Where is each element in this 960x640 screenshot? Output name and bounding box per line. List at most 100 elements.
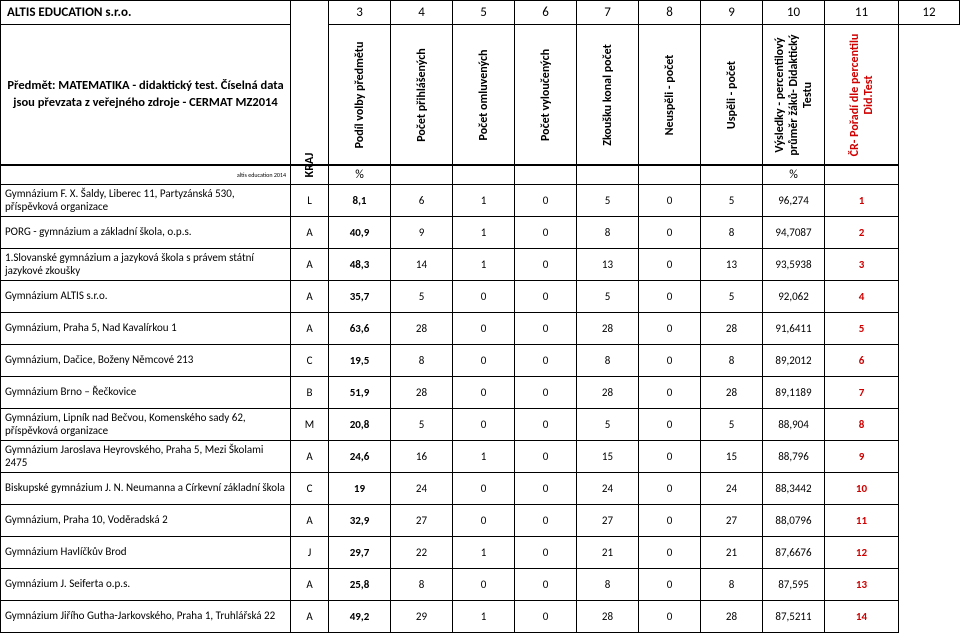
colhead-poradi: ČR- Pořadí dle percentilu Did.Test: [825, 25, 899, 165]
kraj-cell: A: [291, 281, 329, 313]
colnum-11: 11: [825, 1, 899, 25]
value-cell: 0: [515, 569, 577, 601]
header-row-top: ALTIS EDUCATION s.r.o. 3 4 5 6 7 8 9 10 …: [1, 1, 960, 25]
value-cell: 51,9: [329, 377, 391, 409]
school-name: Gymnázium Jaroslava Heyrovského, Praha 5…: [1, 441, 291, 473]
colhead-podil: Podíl volby předmětu: [329, 25, 391, 165]
value-cell: 0: [639, 377, 701, 409]
value-cell: 8: [701, 217, 763, 249]
value-cell: 7: [825, 377, 899, 409]
value-cell: 27: [701, 505, 763, 537]
school-name: Biskupské gymnázium J. N. Neumanna a Cír…: [1, 473, 291, 505]
colnum-3: 3: [329, 1, 391, 25]
value-cell: 14: [825, 601, 899, 633]
value-cell: 35,7: [329, 281, 391, 313]
value-cell: 25,8: [329, 569, 391, 601]
value-cell: 88,796: [763, 441, 825, 473]
value-cell: 0: [639, 313, 701, 345]
value-cell: 1: [453, 217, 515, 249]
school-name: Gymnázium J. Seiferta o.p.s.: [1, 569, 291, 601]
value-cell: 19: [329, 473, 391, 505]
school-name: Gymnázium, Dačice, Boženy Němcové 213: [1, 345, 291, 377]
table-row: Gymnázium, Lipník nad Bečvou, Komenského…: [1, 409, 960, 441]
colnum-9: 9: [701, 1, 763, 25]
percent-row: altis education 2014 % %: [1, 166, 960, 185]
value-cell: 5: [577, 281, 639, 313]
value-cell: 21: [577, 537, 639, 569]
value-cell: 28: [701, 601, 763, 633]
colhead-zkousku: Zkoušku konal počet: [577, 25, 639, 165]
value-cell: 1: [453, 441, 515, 473]
value-cell: 15: [577, 441, 639, 473]
value-cell: 0: [453, 281, 515, 313]
school-name: PORG - gymnázium a základní škola, o.p.s…: [1, 217, 291, 249]
colnum-6: 6: [515, 1, 577, 25]
value-cell: 20,8: [329, 409, 391, 441]
value-cell: 88,3442: [763, 473, 825, 505]
table-row: Gymnázium Jiřího Gutha-Jarkovského, Prah…: [1, 601, 960, 633]
value-cell: 24,6: [329, 441, 391, 473]
table-row: Gymnázium J. Seiferta o.p.s.A25,88008088…: [1, 569, 960, 601]
value-cell: 0: [639, 185, 701, 217]
value-cell: 0: [453, 505, 515, 537]
table-row: Gymnázium Havlíčkův BrodJ29,722102102187…: [1, 537, 960, 569]
value-cell: 28: [701, 313, 763, 345]
small-note: altis education 2014: [1, 166, 291, 185]
value-cell: 19,5: [329, 345, 391, 377]
value-cell: 5: [391, 281, 453, 313]
value-cell: 87,6676: [763, 537, 825, 569]
value-cell: 96,274: [763, 185, 825, 217]
table-row: PORG - gymnázium a základní škola, o.p.s…: [1, 217, 960, 249]
value-cell: 15: [701, 441, 763, 473]
value-cell: 10: [825, 473, 899, 505]
colhead-uspeli: Uspěli - počet: [701, 25, 763, 165]
value-cell: 11: [825, 505, 899, 537]
colnum-8: 8: [639, 1, 701, 25]
value-cell: 0: [639, 281, 701, 313]
value-cell: 24: [577, 473, 639, 505]
table-row: Gymnázium, Praha 10, Voděradská 2A32,927…: [1, 505, 960, 537]
school-name: Gymnázium F. X. Šaldy, Liberec 11, Party…: [1, 185, 291, 217]
value-cell: 8,1: [329, 185, 391, 217]
value-cell: 5: [825, 313, 899, 345]
value-cell: 5: [701, 185, 763, 217]
value-cell: 0: [515, 249, 577, 281]
value-cell: 9: [825, 441, 899, 473]
kraj-cell: B: [291, 377, 329, 409]
school-name: Gymnázium, Lipník nad Bečvou, Komenského…: [1, 409, 291, 441]
colhead-prihlasenych: Počet přihlášených: [391, 25, 453, 165]
school-name: Gymnázium ALTIS s.r.o.: [1, 281, 291, 313]
colnum-12: 12: [899, 1, 960, 25]
value-cell: 8: [577, 569, 639, 601]
value-cell: 0: [639, 441, 701, 473]
value-cell: 0: [515, 281, 577, 313]
value-cell: 89,1189: [763, 377, 825, 409]
kraj-cell: A: [291, 313, 329, 345]
subject-description: Předmět: MATEMATIKA - didaktický test. Č…: [1, 25, 291, 165]
school-name: Gymnázium Brno – Řečkovice: [1, 377, 291, 409]
school-name: 1.Slovanské gymnázium a jazyková škola s…: [1, 249, 291, 281]
value-cell: 1: [453, 249, 515, 281]
kraj-cell: A: [291, 505, 329, 537]
company-title: ALTIS EDUCATION s.r.o.: [1, 1, 291, 25]
kraj-cell: J: [291, 537, 329, 569]
value-cell: 0: [515, 441, 577, 473]
value-cell: 8: [701, 569, 763, 601]
value-cell: 0: [515, 313, 577, 345]
kraj-cell: A: [291, 441, 329, 473]
value-cell: 0: [639, 601, 701, 633]
table-row: Gymnázium Jaroslava Heyrovského, Praha 5…: [1, 441, 960, 473]
value-cell: 63,6: [329, 313, 391, 345]
kraj-cell: A: [291, 249, 329, 281]
value-cell: 0: [639, 217, 701, 249]
value-cell: 14: [391, 249, 453, 281]
table-row: Biskupské gymnázium J. N. Neumanna a Cír…: [1, 473, 960, 505]
pct-1: %: [329, 166, 391, 185]
value-cell: 0: [453, 473, 515, 505]
header-row-cols: Předmět: MATEMATIKA - didaktický test. Č…: [1, 25, 960, 165]
kraj-cell: A: [291, 601, 329, 633]
school-name: Gymnázium, Praha 5, Nad Kavalírkou 1: [1, 313, 291, 345]
value-cell: 87,5211: [763, 601, 825, 633]
colnum-7: 7: [577, 1, 639, 25]
table-row: Gymnázium Brno – ŘečkoviceB51,9280028028…: [1, 377, 960, 409]
